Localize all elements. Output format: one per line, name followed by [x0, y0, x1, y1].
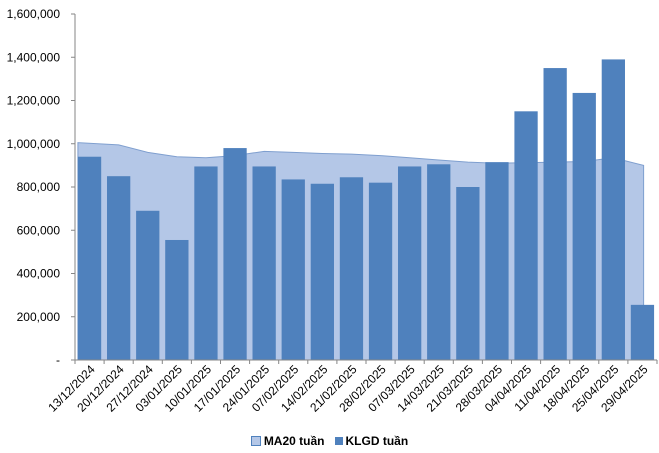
legend-item-ma20: MA20 tuần — [250, 434, 325, 448]
legend-label-ma20: MA20 tuần — [263, 434, 325, 448]
y-tick-label: 600,000 — [17, 223, 61, 237]
y-tick-label: 1,600,000 — [7, 7, 61, 21]
y-tick-label: 1,400,000 — [7, 50, 61, 64]
bar-klgd — [165, 239, 189, 360]
bar-klgd — [630, 304, 655, 360]
bar-klgd — [223, 148, 247, 360]
bar-klgd — [572, 92, 596, 361]
bar-klgd — [601, 59, 625, 360]
y-tick-label: 800,000 — [17, 180, 61, 194]
legend-item-klgd: KLGD tuần — [334, 434, 409, 448]
bar-klgd — [136, 210, 160, 360]
bar-klgd — [514, 111, 538, 360]
bar-klgd — [339, 177, 364, 360]
legend: MA20 tuần KLGD tuần — [0, 434, 659, 448]
bar-klgd — [456, 187, 480, 360]
bar-klgd — [107, 176, 131, 360]
legend-swatch-klgd — [334, 437, 343, 445]
bar-klgd — [398, 166, 422, 360]
bar-klgd — [485, 162, 509, 360]
bar-klgd — [77, 156, 102, 360]
bar-klgd — [368, 182, 393, 360]
chart: - 200,000 400,000 600,000 800,000 1,000,000 1,… — [7, 7, 658, 415]
y-tick-label: 1,200,000 — [7, 94, 61, 108]
y-tick-label: 1,000,000 — [7, 137, 61, 151]
bar-klgd — [194, 166, 218, 360]
bar-klgd — [543, 68, 567, 360]
bar-klgd — [281, 179, 305, 360]
bar-klgd — [310, 183, 334, 360]
legend-swatch-ma20 — [250, 436, 261, 446]
legend-label-klgd: KLGD tuần — [345, 434, 409, 448]
y-tick-label: 400,000 — [17, 267, 61, 281]
bar-klgd — [252, 166, 276, 360]
y-tick-label: - — [56, 353, 60, 367]
y-tick-label: 200,000 — [17, 310, 61, 324]
bar-klgd — [427, 164, 451, 360]
